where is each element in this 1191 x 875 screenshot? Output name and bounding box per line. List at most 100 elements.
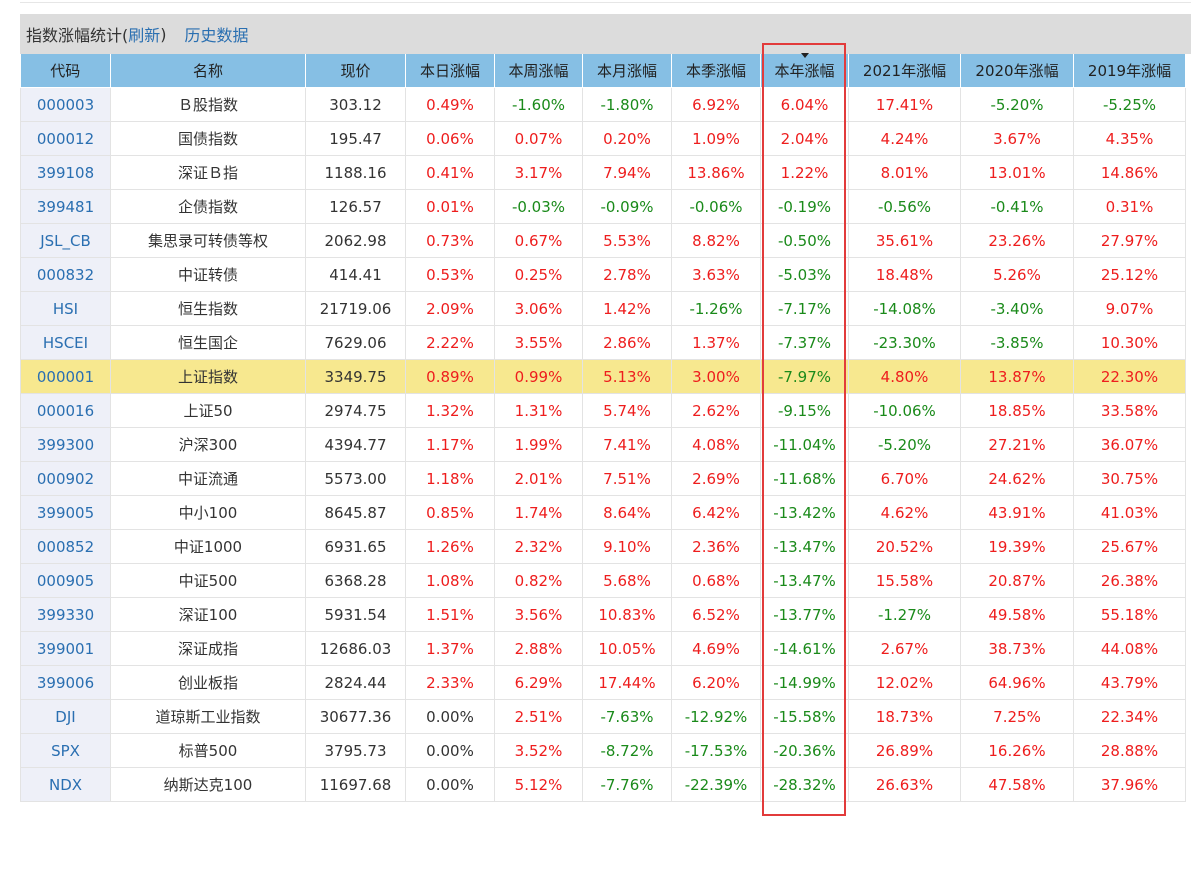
year-change-cell: -14.61% xyxy=(760,631,849,666)
change-2019-cell: -5.25% xyxy=(1073,87,1186,122)
table-row[interactable]: 000832 中证转债 414.41 0.53% 0.25% 2.78% 3.63% -5.0… xyxy=(20,257,1186,292)
code-cell[interactable]: 000852 xyxy=(20,529,111,564)
year-change-cell: -5.03% xyxy=(760,257,849,292)
change-2019-cell: 36.07% xyxy=(1073,427,1186,462)
table-row[interactable]: 399108 深证Ｂ指 1188.16 0.41% 3.17% 7.94% 13.86% 1.… xyxy=(20,155,1186,190)
table-row[interactable]: 399300 沪深300 4394.77 1.17% 1.99% 7.41% 4.08% -1… xyxy=(20,427,1186,462)
code-cell[interactable]: 000016 xyxy=(20,393,111,428)
code-cell[interactable]: HSI xyxy=(20,291,111,326)
year-change-cell: -13.47% xyxy=(760,563,849,598)
table-row[interactable]: 399481 企债指数 126.57 0.01% -0.03% -0.09% -0.06% -… xyxy=(20,189,1186,224)
change-2020-cell: -5.20% xyxy=(960,87,1074,122)
day-change-cell: 0.41% xyxy=(405,155,495,190)
price-cell: 6368.28 xyxy=(305,563,406,598)
code-cell[interactable]: NDX xyxy=(20,767,111,802)
week-change-cell: 1.31% xyxy=(494,393,583,428)
change-2021-cell: 18.73% xyxy=(848,699,961,734)
column-header-year-change[interactable]: 本年涨幅 xyxy=(760,53,849,88)
column-header-name[interactable]: 名称 xyxy=(110,54,306,88)
column-header-quarter-change[interactable]: 本季涨幅 xyxy=(671,54,761,88)
table-row[interactable]: HSI 恒生指数 21719.06 2.09% 3.06% 1.42% -1.26% -7.1… xyxy=(20,291,1186,326)
table-row[interactable]: 000852 中证1000 6931.65 1.26% 2.32% 9.10% 2.36% -… xyxy=(20,529,1186,564)
name-cell: 恒生国企 xyxy=(110,325,306,360)
code-cell[interactable]: 399300 xyxy=(20,427,111,462)
quarter-change-cell: 0.68% xyxy=(671,563,761,598)
column-header-2019-change[interactable]: 2019年涨幅 xyxy=(1073,54,1186,88)
month-change-cell: 9.10% xyxy=(582,529,672,564)
quarter-change-cell: 2.36% xyxy=(671,529,761,564)
code-cell[interactable]: 000012 xyxy=(20,121,111,156)
week-change-cell: 3.52% xyxy=(494,733,583,768)
year-change-cell: -9.15% xyxy=(760,393,849,428)
month-change-cell: 5.13% xyxy=(582,359,672,394)
table-row[interactable]: 000016 上证50 2974.75 1.32% 1.31% 5.74% 2.62% -9.… xyxy=(20,393,1186,428)
name-cell: 集思录可转债等权 xyxy=(110,223,306,258)
code-cell[interactable]: HSCEI xyxy=(20,325,111,360)
change-2019-cell: 4.35% xyxy=(1073,121,1186,156)
table-row[interactable]: 000012 国债指数 195.47 0.06% 0.07% 0.20% 1.09% 2.04… xyxy=(20,121,1186,156)
table-body: 000003 Ｂ股指数 303.12 0.49% -1.60% -1.80% 6.92% 6.… xyxy=(20,87,1186,802)
day-change-cell: 2.33% xyxy=(405,665,495,700)
change-2021-cell: 26.89% xyxy=(848,733,961,768)
quarter-change-cell: -17.53% xyxy=(671,733,761,768)
change-2020-cell: 13.01% xyxy=(960,155,1074,190)
code-cell[interactable]: 000905 xyxy=(20,563,111,598)
sort-descending-icon xyxy=(800,53,809,58)
code-cell[interactable]: JSL_CB xyxy=(20,223,111,258)
table-row[interactable]: 399330 深证100 5931.54 1.51% 3.56% 10.83% 6.52% -… xyxy=(20,597,1186,632)
column-header-week-change[interactable]: 本周涨幅 xyxy=(494,54,583,88)
column-header-code[interactable]: 代码 xyxy=(20,54,111,88)
table-row[interactable]: 399001 深证成指 12686.03 1.37% 2.88% 10.05% 4.69% -… xyxy=(20,631,1186,666)
table-row[interactable]: 399005 中小100 8645.87 0.85% 1.74% 8.64% 6.42% -1… xyxy=(20,495,1186,530)
table-row[interactable]: SPX 标普500 3795.73 0.00% 3.52% -8.72% -17.53% -2… xyxy=(20,733,1186,768)
day-change-cell: 0.53% xyxy=(405,257,495,292)
change-2020-cell: 20.87% xyxy=(960,563,1074,598)
table-row[interactable]: 000001 上证指数 3349.75 0.89% 0.99% 5.13% 3.00% -7.… xyxy=(20,359,1186,394)
column-header-month-change[interactable]: 本月涨幅 xyxy=(582,54,672,88)
table-row[interactable]: 000905 中证500 6368.28 1.08% 0.82% 5.68% 0.68% -1… xyxy=(20,563,1186,598)
column-header-2020-change[interactable]: 2020年涨幅 xyxy=(960,54,1074,88)
week-change-cell: -0.03% xyxy=(494,189,583,224)
column-header-day-change[interactable]: 本日涨幅 xyxy=(405,54,495,88)
change-2021-cell: 17.41% xyxy=(848,87,961,122)
table-row[interactable]: DJI 道琼斯工业指数 30677.36 0.00% 2.51% -7.63% -12.92… xyxy=(20,699,1186,734)
code-cell[interactable]: 399481 xyxy=(20,189,111,224)
history-data-link[interactable]: 历史数据 xyxy=(184,26,249,45)
table-row[interactable]: 000003 Ｂ股指数 303.12 0.49% -1.60% -1.80% 6.92% 6.… xyxy=(20,87,1186,122)
table-row[interactable]: 399006 创业板指 2824.44 2.33% 6.29% 17.44% 6.20% -1… xyxy=(20,665,1186,700)
code-cell[interactable]: 000003 xyxy=(20,87,111,122)
code-cell[interactable]: 399005 xyxy=(20,495,111,530)
table-row[interactable]: NDX 纳斯达克100 11697.68 0.00% 5.12% -7.76% -22.39… xyxy=(20,767,1186,802)
change-2020-cell: 64.96% xyxy=(960,665,1074,700)
price-cell: 30677.36 xyxy=(305,699,406,734)
code-cell[interactable]: 000902 xyxy=(20,461,111,496)
table-row[interactable]: 000902 中证流通 5573.00 1.18% 2.01% 7.51% 2.69% -11… xyxy=(20,461,1186,496)
code-cell[interactable]: 399108 xyxy=(20,155,111,190)
year-change-cell: -14.99% xyxy=(760,665,849,700)
table-row[interactable]: HSCEI 恒生国企 7629.06 2.22% 3.55% 2.86% 1.37% -7.3… xyxy=(20,325,1186,360)
name-cell: 沪深300 xyxy=(110,427,306,462)
price-cell: 2974.75 xyxy=(305,393,406,428)
change-2021-cell: 35.61% xyxy=(848,223,961,258)
column-header-price[interactable]: 现价 xyxy=(305,54,406,88)
month-change-cell: 7.94% xyxy=(582,155,672,190)
change-2019-cell: 9.07% xyxy=(1073,291,1186,326)
day-change-cell: 0.00% xyxy=(405,733,495,768)
quarter-change-cell: -1.26% xyxy=(671,291,761,326)
refresh-link[interactable]: 刷新 xyxy=(128,26,161,45)
week-change-cell: 2.88% xyxy=(494,631,583,666)
year-change-cell: -28.32% xyxy=(760,767,849,802)
quarter-change-cell: 6.20% xyxy=(671,665,761,700)
code-cell[interactable]: SPX xyxy=(20,733,111,768)
code-cell[interactable]: DJI xyxy=(20,699,111,734)
code-cell[interactable]: 399001 xyxy=(20,631,111,666)
quarter-change-cell: 3.63% xyxy=(671,257,761,292)
code-cell[interactable]: 399330 xyxy=(20,597,111,632)
change-2021-cell: 4.80% xyxy=(848,359,961,394)
code-cell[interactable]: 000001 xyxy=(20,359,111,394)
column-header-2021-change[interactable]: 2021年涨幅 xyxy=(848,54,961,88)
table-row[interactable]: JSL_CB 集思录可转债等权 2062.98 0.73% 0.67% 5.53% 8.82… xyxy=(20,223,1186,258)
change-2020-cell: 49.58% xyxy=(960,597,1074,632)
code-cell[interactable]: 399006 xyxy=(20,665,111,700)
code-cell[interactable]: 000832 xyxy=(20,257,111,292)
